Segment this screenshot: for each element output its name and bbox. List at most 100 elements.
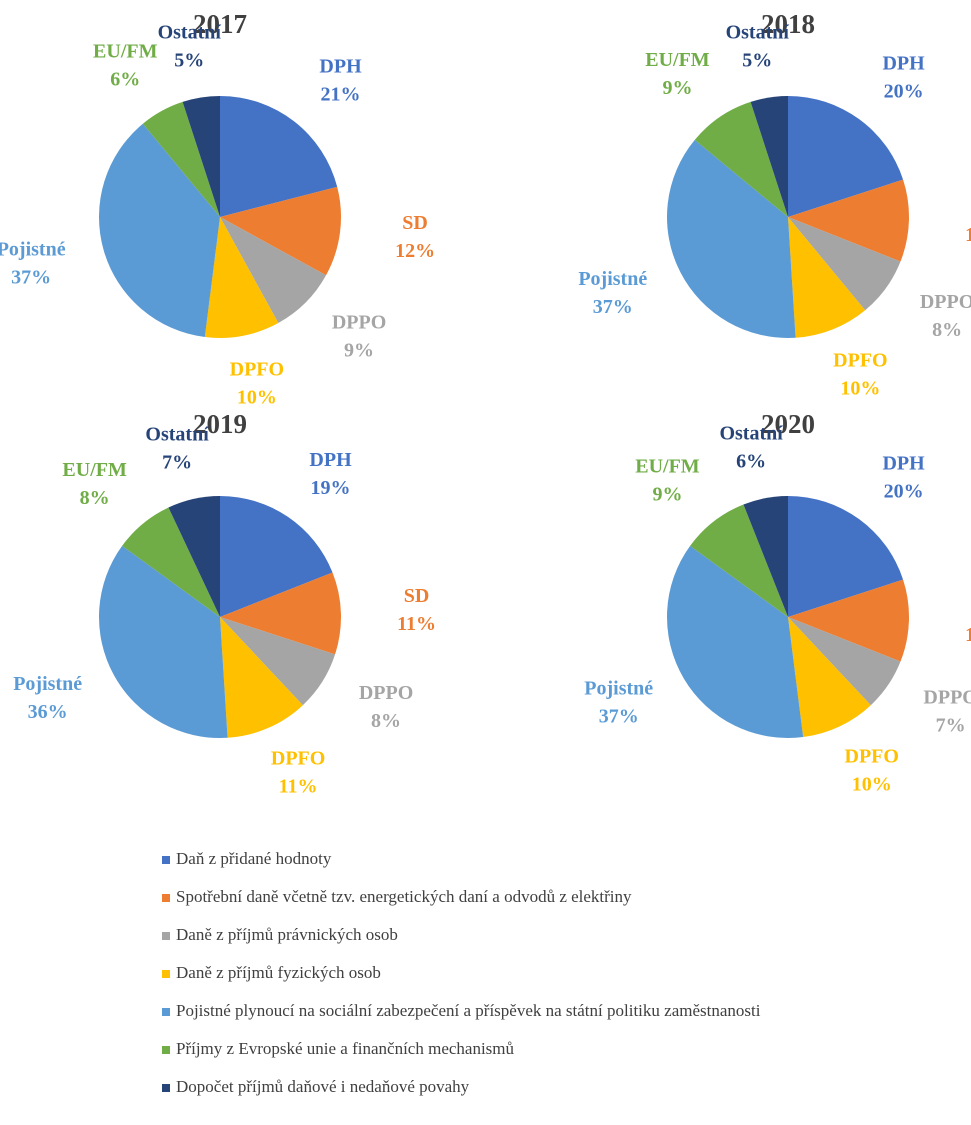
- pie-slice: [142, 101, 220, 217]
- slice-label: EU/FM: [635, 455, 700, 477]
- slice-value-label: 6%: [110, 69, 140, 91]
- legend-marker: [162, 894, 170, 902]
- pie-slice: [220, 617, 303, 738]
- slice-label: Pojistné: [578, 268, 647, 290]
- slice-value-label: 9%: [344, 340, 374, 362]
- slice-value-label: 7%: [162, 452, 192, 474]
- slice-label: Ostatní: [158, 22, 222, 44]
- pie-slice: [788, 579, 909, 662]
- legend-label: Daně z příjmů právnických osob: [176, 925, 398, 944]
- legend-label: Pojistné plynoucí na sociální zabezpečen…: [176, 1001, 761, 1020]
- pie-slice: [690, 504, 788, 617]
- slice-value-label: 20%: [884, 80, 924, 102]
- slice-value-label: 11%: [279, 776, 318, 798]
- pie-slice: [788, 179, 909, 262]
- slice-value-label: 9%: [662, 77, 692, 99]
- slice-value-label: 10%: [840, 378, 880, 400]
- slice-label: DPFO: [845, 745, 899, 767]
- slice-label: Pojistné: [0, 238, 66, 260]
- slice-label: EU/FM: [93, 41, 158, 63]
- chart-title: 2018: [761, 9, 815, 39]
- pie-slice: [788, 617, 871, 738]
- pie-slice: [694, 101, 788, 217]
- slice-label: DPH: [882, 52, 925, 74]
- slice-label: DPH: [309, 449, 352, 471]
- slice-label: DPPO: [920, 291, 971, 313]
- slice-value-label: 37%: [593, 296, 633, 318]
- pie-slice: [99, 545, 228, 738]
- slice-value-label: 8%: [932, 319, 962, 341]
- slice-value-label: 11%: [397, 613, 436, 635]
- slice-value-label: 37%: [599, 706, 639, 728]
- slice-value-label: 21%: [321, 83, 361, 105]
- pie-slice: [667, 545, 804, 738]
- slice-label: DPFO: [230, 359, 284, 381]
- legend-marker: [162, 932, 170, 940]
- slice-value-label: 8%: [80, 487, 110, 509]
- pie-slice: [182, 96, 220, 217]
- pie-slice: [788, 217, 901, 311]
- slice-value-label: 10%: [237, 387, 277, 409]
- slice-label: Ostatní: [726, 22, 790, 44]
- slice-value-label: 7%: [936, 715, 966, 737]
- pie-slice: [788, 96, 904, 217]
- slice-label: DPFO: [271, 748, 325, 770]
- pie-slice: [220, 572, 341, 655]
- chart-title: 2020: [761, 409, 815, 439]
- legend-marker: [162, 970, 170, 978]
- legend-label: Daň z přidané hodnoty: [176, 849, 332, 868]
- legend-label: Příjmy z Evropské unie a finančních mech…: [176, 1039, 515, 1058]
- slice-value-label: 11%: [965, 624, 971, 646]
- slice-value-label: 37%: [11, 266, 51, 288]
- pie-slice: [220, 217, 327, 324]
- legend-label: Dopočet příjmů daňové i nedaňové povahy: [176, 1077, 470, 1096]
- pie-slice: [168, 496, 220, 617]
- slice-label: Pojistné: [584, 678, 653, 700]
- pie-slice: [99, 123, 220, 338]
- pie-slice: [788, 496, 904, 617]
- slice-value-label: 11%: [965, 224, 971, 246]
- pie-slice: [204, 217, 279, 338]
- pie-slice: [220, 496, 333, 617]
- slice-value-label: 8%: [371, 710, 401, 732]
- slice-label: Ostatní: [145, 424, 209, 446]
- legend-marker: [162, 856, 170, 864]
- slice-value-label: 5%: [742, 50, 772, 72]
- legend-marker: [162, 1046, 170, 1054]
- chart-title: 2017: [193, 9, 247, 39]
- pie-slice: [788, 217, 866, 338]
- pie-slice: [220, 617, 336, 706]
- slice-label: EU/FM: [645, 49, 710, 71]
- pie-slice: [788, 617, 901, 706]
- legend-marker: [162, 1008, 170, 1016]
- slice-label: DPH: [319, 55, 362, 77]
- pie-slice: [667, 139, 796, 338]
- slice-value-label: 36%: [28, 701, 68, 723]
- slice-value-label: 5%: [174, 50, 204, 72]
- legend-label: Spotřební daně včetně tzv. energetických…: [176, 887, 632, 906]
- slice-label: DPPO: [359, 682, 413, 704]
- legend-marker: [162, 1084, 170, 1092]
- pie-slice: [122, 507, 220, 617]
- pie-slice: [750, 96, 788, 217]
- pie-slice: [743, 496, 788, 617]
- slice-label: SD: [402, 212, 428, 234]
- slice-label: Pojistné: [13, 673, 82, 695]
- slice-label: DPPO: [332, 312, 386, 334]
- slice-value-label: 10%: [852, 773, 892, 795]
- pie-slice: [220, 186, 341, 276]
- slice-label: DPPO: [923, 687, 971, 709]
- slice-value-label: 20%: [884, 480, 924, 502]
- slice-label: SD: [404, 585, 430, 607]
- slice-label: EU/FM: [62, 459, 127, 481]
- slice-value-label: 19%: [311, 477, 351, 499]
- slice-value-label: 9%: [652, 483, 682, 505]
- slice-label: Ostatní: [719, 423, 783, 445]
- slice-label: DPFO: [833, 350, 887, 372]
- pie-slice: [220, 96, 338, 217]
- chart-title: 2019: [193, 409, 247, 439]
- slice-value-label: 12%: [395, 240, 435, 262]
- slice-value-label: 6%: [736, 451, 766, 473]
- slice-label: DPH: [882, 452, 925, 474]
